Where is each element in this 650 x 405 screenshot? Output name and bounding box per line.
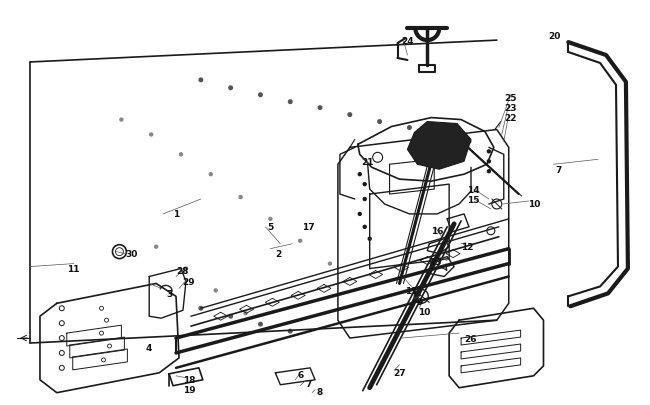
Circle shape bbox=[239, 196, 242, 199]
Circle shape bbox=[328, 262, 332, 265]
Circle shape bbox=[289, 330, 292, 333]
Circle shape bbox=[244, 312, 247, 315]
Text: 7: 7 bbox=[555, 165, 562, 174]
Circle shape bbox=[229, 315, 233, 318]
Circle shape bbox=[299, 240, 302, 243]
Text: 20: 20 bbox=[548, 32, 560, 40]
Circle shape bbox=[259, 94, 262, 97]
Circle shape bbox=[363, 226, 366, 229]
Text: 10: 10 bbox=[418, 307, 430, 316]
Circle shape bbox=[363, 198, 366, 201]
Circle shape bbox=[150, 134, 153, 136]
Circle shape bbox=[155, 245, 158, 249]
Text: 12: 12 bbox=[461, 243, 473, 252]
Circle shape bbox=[467, 140, 471, 144]
Text: 3: 3 bbox=[166, 289, 172, 298]
Text: 9: 9 bbox=[416, 297, 422, 306]
Circle shape bbox=[259, 322, 262, 326]
Text: 7: 7 bbox=[305, 379, 311, 388]
Text: 22: 22 bbox=[504, 114, 517, 123]
Circle shape bbox=[289, 101, 292, 104]
Text: 11: 11 bbox=[405, 286, 418, 295]
Circle shape bbox=[214, 289, 217, 292]
Circle shape bbox=[488, 160, 490, 163]
Text: 13: 13 bbox=[429, 258, 441, 266]
Circle shape bbox=[363, 183, 366, 186]
Circle shape bbox=[437, 133, 441, 137]
Text: 16: 16 bbox=[431, 227, 443, 236]
Text: 8: 8 bbox=[317, 387, 323, 396]
Text: 14: 14 bbox=[467, 185, 479, 194]
Circle shape bbox=[358, 173, 361, 176]
Circle shape bbox=[179, 153, 183, 156]
Text: 17: 17 bbox=[302, 223, 315, 232]
Text: 30: 30 bbox=[125, 249, 138, 258]
Circle shape bbox=[209, 173, 213, 176]
Text: 21: 21 bbox=[361, 158, 374, 166]
Text: 18: 18 bbox=[183, 375, 195, 384]
Circle shape bbox=[348, 113, 352, 117]
Circle shape bbox=[229, 87, 233, 90]
Circle shape bbox=[488, 170, 490, 173]
Circle shape bbox=[120, 119, 123, 122]
Text: 11: 11 bbox=[68, 264, 80, 273]
Text: 29: 29 bbox=[183, 277, 195, 286]
Text: 10: 10 bbox=[528, 200, 541, 209]
Text: 6: 6 bbox=[297, 371, 304, 379]
Text: 1: 1 bbox=[173, 210, 179, 219]
Circle shape bbox=[185, 267, 187, 271]
Text: 26: 26 bbox=[465, 334, 477, 343]
Text: 2: 2 bbox=[275, 249, 281, 258]
Circle shape bbox=[269, 218, 272, 221]
Text: 15: 15 bbox=[467, 195, 479, 204]
Polygon shape bbox=[408, 122, 471, 170]
Circle shape bbox=[318, 107, 322, 110]
Circle shape bbox=[199, 79, 203, 83]
Circle shape bbox=[488, 151, 490, 153]
Text: 19: 19 bbox=[183, 385, 195, 394]
Circle shape bbox=[368, 238, 371, 241]
Text: 23: 23 bbox=[504, 104, 517, 113]
Text: 4: 4 bbox=[146, 344, 152, 353]
Text: 28: 28 bbox=[177, 266, 189, 275]
Text: 25: 25 bbox=[504, 94, 517, 103]
Circle shape bbox=[378, 120, 382, 124]
Circle shape bbox=[408, 126, 411, 130]
Text: 27: 27 bbox=[393, 369, 406, 377]
Text: 24: 24 bbox=[401, 36, 414, 45]
Circle shape bbox=[199, 307, 203, 310]
Text: 5: 5 bbox=[267, 223, 274, 232]
Circle shape bbox=[358, 213, 361, 216]
